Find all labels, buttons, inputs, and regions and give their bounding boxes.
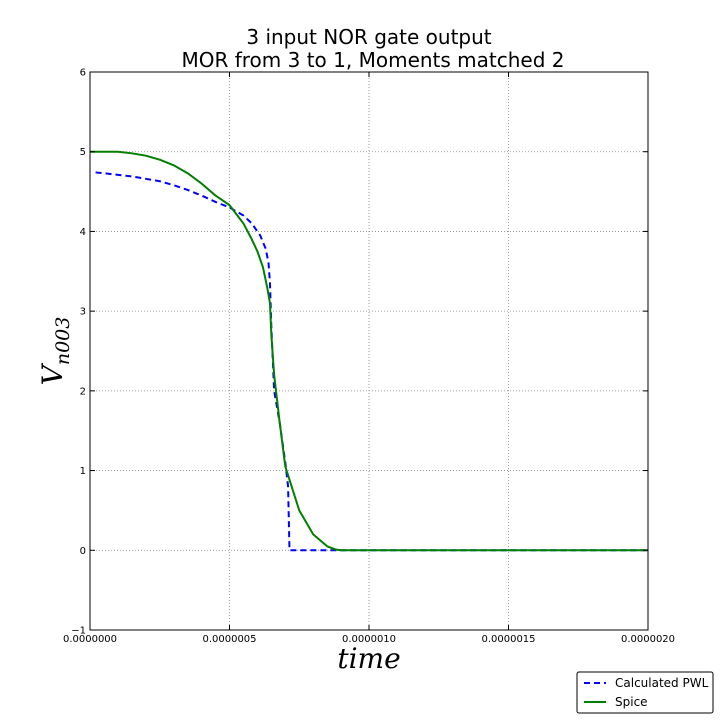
y-tick-label: 2	[80, 386, 86, 397]
y-tick-label: −1	[71, 626, 86, 637]
series-line-calculated-pwl	[95, 171, 648, 552]
x-tick-label: 0.0000020	[621, 634, 675, 645]
x-tick-label: 0.0000010	[342, 634, 396, 645]
y-tick-label: 6	[80, 68, 86, 79]
y-tick-label: 3	[80, 307, 86, 318]
x-tick-label: 0.0000015	[481, 634, 535, 645]
series-lines	[90, 150, 648, 552]
y-tick-label: 0	[80, 546, 86, 557]
y-tick-label: 1	[80, 466, 86, 477]
chart-title-line-1: 3 input NOR gate output	[246, 25, 491, 49]
y-tick-label: 5	[80, 147, 86, 158]
chart-title-line-2: MOR from 3 to 1, Moments matched 2	[181, 48, 564, 72]
grid-lines	[89, 71, 649, 631]
legend-label-calculated-pwl: Calculated PWL	[615, 676, 709, 690]
y-axis-label: Vn003	[36, 317, 74, 386]
x-tick-label: 0.0000000	[63, 634, 117, 645]
y-axis-label-main: V	[36, 362, 69, 385]
y-axis-label-subscript: n003	[52, 317, 74, 366]
y-tick-label: 4	[80, 227, 86, 238]
axis-ticks: 0.0000000 0.0000005 0.0000010 0.0000015 0.00…	[63, 68, 675, 646]
x-axis-label: time	[337, 642, 400, 675]
legend-box	[576, 671, 714, 714]
x-tick-label: 0.0000005	[202, 634, 256, 645]
series-line-spice	[90, 150, 648, 552]
legend: Calculated PWL Spice	[576, 671, 714, 714]
legend-label-spice: Spice	[615, 695, 648, 709]
